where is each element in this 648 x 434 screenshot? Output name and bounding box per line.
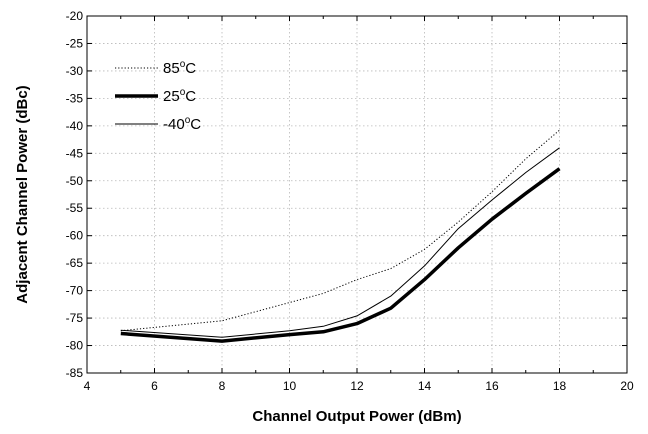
- x-tick-labels: 4 6 8 10 12 14 16 18 20: [84, 379, 634, 393]
- legend-label-0: 85oC: [163, 59, 196, 77]
- y-tick-label: -85: [66, 366, 84, 380]
- y-tick-label: -40: [66, 119, 84, 133]
- x-tick-label: 18: [553, 379, 567, 393]
- y-tick-label: -30: [66, 64, 84, 78]
- y-tick-label: -25: [66, 36, 84, 50]
- x-tick-label: 16: [485, 379, 499, 393]
- x-tick-label: 8: [219, 379, 226, 393]
- y-tick-label: -75: [66, 311, 84, 325]
- y-tick-label: -55: [66, 201, 84, 215]
- series-lines: [120, 129, 561, 343]
- y-tick-label: -35: [66, 91, 84, 105]
- y-axis-title: Adjacent Channel Power (dBc): [14, 85, 31, 303]
- series-line-0: [120, 129, 560, 332]
- y-tick-label: -80: [66, 339, 84, 353]
- y-tick-label: -65: [66, 256, 84, 270]
- series-line-1: [120, 167, 561, 343]
- legend-label-1: 25oC: [163, 87, 196, 105]
- x-tick-label: 4: [84, 379, 91, 393]
- x-tick-label: 6: [151, 379, 158, 393]
- y-tick-label: -50: [66, 174, 84, 188]
- y-tick-label: -45: [66, 146, 84, 160]
- y-tick-label: -20: [66, 9, 84, 23]
- x-axis-title: Channel Output Power (dBm): [252, 408, 461, 425]
- grid: [87, 16, 627, 373]
- x-tick-label: 14: [418, 379, 432, 393]
- x-tick-label: 12: [350, 379, 364, 393]
- y-tick-label: -60: [66, 229, 84, 243]
- y-tick-labels: -85 -80 -75 -70 -65 -60 -55 -50 -45 -40 -35 -30 -25 -…: [66, 9, 84, 380]
- legend-label-2: -40oC: [163, 115, 201, 133]
- axis-ticks: [86, 15, 628, 374]
- series-line-2: [120, 147, 560, 338]
- y-tick-label: -70: [66, 284, 84, 298]
- x-tick-label: 10: [283, 379, 297, 393]
- x-tick-label: 20: [620, 379, 634, 393]
- legend: 85oC 25oC -40oC: [115, 59, 201, 133]
